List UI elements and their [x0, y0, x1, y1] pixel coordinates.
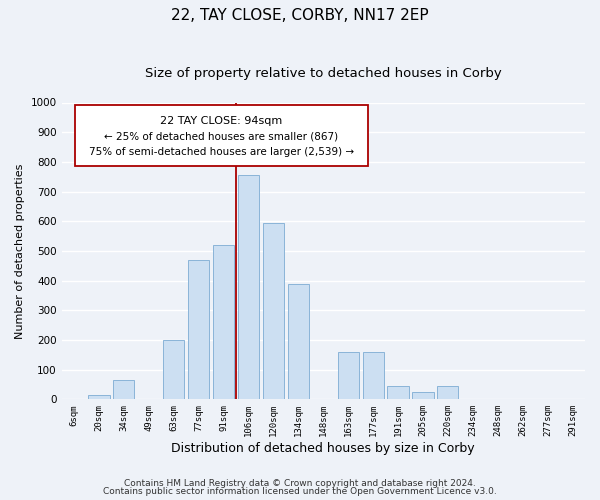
Text: Contains HM Land Registry data © Crown copyright and database right 2024.: Contains HM Land Registry data © Crown c… [124, 478, 476, 488]
Bar [388, 386, 409, 400]
FancyBboxPatch shape [74, 106, 368, 166]
Bar [362, 352, 384, 400]
Bar [288, 284, 309, 400]
Text: 75% of semi-detached houses are larger (2,539) →: 75% of semi-detached houses are larger (… [89, 147, 354, 157]
Bar [188, 260, 209, 400]
Text: 22, TAY CLOSE, CORBY, NN17 2EP: 22, TAY CLOSE, CORBY, NN17 2EP [171, 8, 429, 22]
Bar [213, 245, 234, 400]
Text: 22 TAY CLOSE: 94sqm: 22 TAY CLOSE: 94sqm [160, 116, 283, 126]
Bar [113, 380, 134, 400]
Bar [263, 222, 284, 400]
Bar [412, 392, 434, 400]
Text: Contains public sector information licensed under the Open Government Licence v3: Contains public sector information licen… [103, 487, 497, 496]
Bar [238, 175, 259, 400]
X-axis label: Distribution of detached houses by size in Corby: Distribution of detached houses by size … [172, 442, 475, 455]
Bar [338, 352, 359, 400]
Title: Size of property relative to detached houses in Corby: Size of property relative to detached ho… [145, 68, 502, 80]
Text: ← 25% of detached houses are smaller (867): ← 25% of detached houses are smaller (86… [104, 132, 338, 141]
Bar [163, 340, 184, 400]
Bar [437, 386, 458, 400]
Bar [88, 395, 110, 400]
Y-axis label: Number of detached properties: Number of detached properties [15, 163, 25, 338]
